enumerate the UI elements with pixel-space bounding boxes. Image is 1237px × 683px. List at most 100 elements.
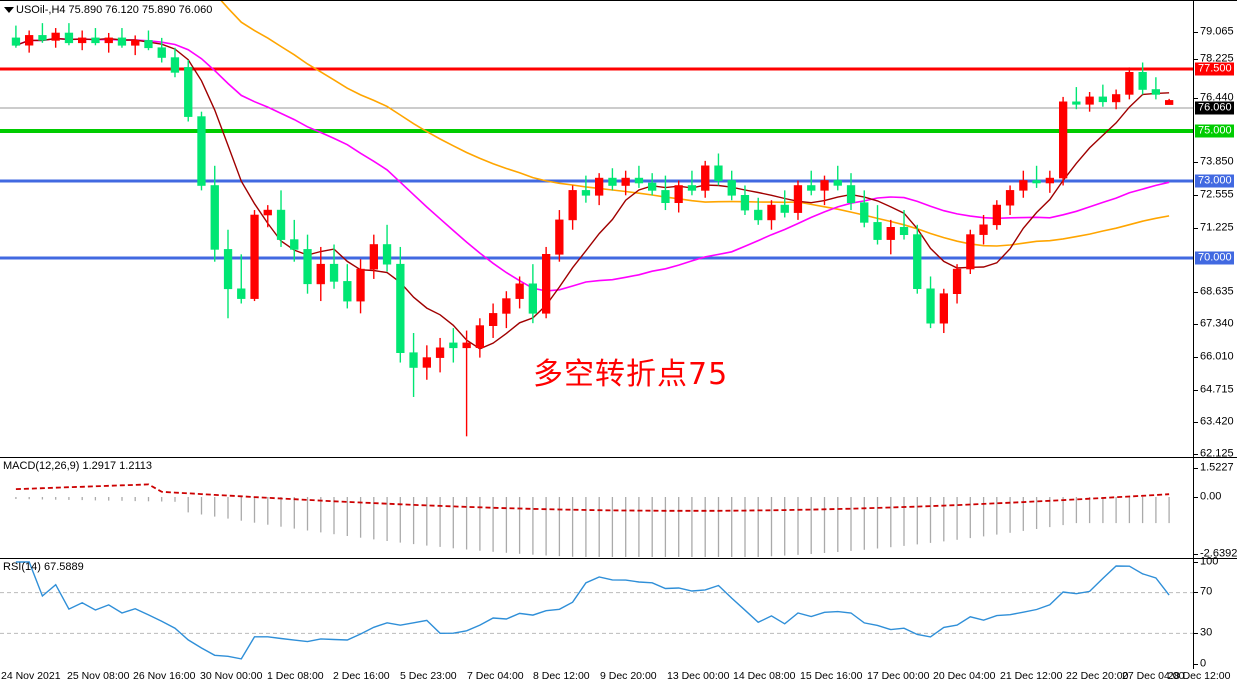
candlestick[interactable] <box>528 264 537 324</box>
candlestick[interactable] <box>502 291 511 329</box>
candlestick[interactable] <box>714 153 723 186</box>
rsi-plot-area[interactable] <box>0 559 1193 669</box>
time-axis[interactable]: 24 Nov 2021 25 Nov 08:00 26 Nov 16:00 30 No… <box>0 669 1237 683</box>
candlestick[interactable] <box>117 28 127 48</box>
candlestick[interactable] <box>250 210 259 302</box>
candlestick[interactable] <box>1059 96 1068 186</box>
candlestick[interactable] <box>541 246 551 319</box>
candlestick[interactable] <box>329 244 339 289</box>
candlestick[interactable] <box>634 165 644 188</box>
candlestick[interactable] <box>396 246 405 363</box>
candlestick[interactable] <box>1112 89 1121 110</box>
price-level-tag[interactable]: 75.000 <box>1195 124 1234 138</box>
price-level-tag[interactable]: 77.500 <box>1195 62 1234 76</box>
candlestick[interactable] <box>701 160 710 198</box>
price-level-tag[interactable]: 73.000 <box>1195 174 1234 188</box>
candlestick[interactable] <box>833 165 842 191</box>
candlestick[interactable] <box>727 170 736 201</box>
candlestick[interactable] <box>382 224 392 272</box>
candlestick[interactable] <box>952 264 962 304</box>
candlestick[interactable] <box>568 185 577 230</box>
candlestick[interactable] <box>807 170 816 196</box>
candlestick[interactable] <box>767 200 776 230</box>
candlestick[interactable] <box>1032 165 1041 188</box>
candlestick[interactable] <box>608 168 617 191</box>
candlestick[interactable] <box>740 185 750 215</box>
candlestick[interactable] <box>939 288 948 334</box>
candlestick[interactable] <box>873 205 882 245</box>
candlestick[interactable] <box>276 190 286 247</box>
candlestick[interactable] <box>1019 170 1028 198</box>
candlestick[interactable] <box>422 345 431 380</box>
candlestick[interactable] <box>1072 87 1081 110</box>
candlestick[interactable] <box>1165 98 1174 105</box>
candlestick[interactable] <box>38 23 47 43</box>
candlestick[interactable] <box>104 32 113 53</box>
candlestick[interactable] <box>515 276 524 309</box>
candlestick[interactable] <box>793 180 803 220</box>
candlestick[interactable] <box>435 337 445 373</box>
candlestick[interactable] <box>316 246 325 302</box>
candlestick[interactable] <box>356 259 365 314</box>
candlestick[interactable] <box>913 224 922 294</box>
candlestick[interactable] <box>303 234 312 294</box>
candlestick[interactable] <box>488 303 498 338</box>
candlestick[interactable] <box>886 219 895 255</box>
candlestick[interactable] <box>157 37 166 63</box>
candlestick[interactable] <box>647 173 657 196</box>
candlestick[interactable] <box>91 28 100 46</box>
price-level-tag[interactable]: 70.000 <box>1195 251 1234 265</box>
candlestick[interactable] <box>621 170 630 196</box>
price-axis[interactable]: 79.065 78.225 76.440 73.850 72.555 71.225 68.6… <box>1193 1 1237 459</box>
candlestick[interactable] <box>820 175 829 206</box>
candlestick[interactable] <box>754 197 763 225</box>
candlestick[interactable] <box>555 210 564 262</box>
candlestick[interactable] <box>475 318 484 358</box>
candlestick[interactable] <box>263 205 272 228</box>
candlestick[interactable] <box>64 23 74 46</box>
candlestick[interactable] <box>661 175 670 211</box>
candlestick[interactable] <box>992 200 1001 230</box>
candlestick[interactable] <box>343 264 352 309</box>
candlestick[interactable] <box>290 219 299 262</box>
candlestick[interactable] <box>926 276 935 329</box>
candlestick[interactable] <box>210 165 219 262</box>
macd-plot-area[interactable] <box>0 458 1193 558</box>
price-plot-area[interactable] <box>0 1 1193 457</box>
candlestick[interactable] <box>24 30 34 53</box>
candlestick[interactable] <box>51 28 60 48</box>
candlestick[interactable] <box>674 180 683 213</box>
candlestick[interactable] <box>966 229 975 274</box>
candlestick[interactable] <box>1125 67 1134 100</box>
candlestick[interactable] <box>449 328 458 363</box>
candlestick[interactable] <box>1151 77 1160 100</box>
candlestick[interactable] <box>581 175 591 203</box>
candlestick[interactable] <box>594 173 604 206</box>
candlestick[interactable] <box>11 25 21 48</box>
candlestick[interactable] <box>197 111 206 191</box>
candlestick[interactable] <box>1138 62 1147 95</box>
candlestick[interactable] <box>462 330 471 437</box>
candlestick[interactable] <box>1085 92 1094 112</box>
candlestick[interactable] <box>237 254 246 304</box>
candlestick[interactable] <box>184 60 193 122</box>
candlestick[interactable] <box>223 229 233 319</box>
candlestick[interactable] <box>687 170 697 196</box>
candlestick[interactable] <box>860 190 869 228</box>
candlestick[interactable] <box>170 47 180 78</box>
candlestick[interactable] <box>144 30 153 51</box>
candle-body <box>860 202 869 223</box>
candlestick[interactable] <box>409 333 418 397</box>
candlestick[interactable] <box>1045 170 1054 193</box>
candlestick[interactable] <box>1005 185 1015 215</box>
price-level-tag[interactable]: 76.060 <box>1195 101 1234 115</box>
candlestick[interactable] <box>979 214 988 245</box>
triangle-down-icon[interactable] <box>4 7 14 13</box>
candlestick[interactable] <box>1098 84 1107 107</box>
candlestick[interactable] <box>131 35 140 56</box>
candlestick[interactable] <box>899 210 909 240</box>
candlestick[interactable] <box>369 234 378 279</box>
candlestick[interactable] <box>780 190 789 218</box>
candlestick[interactable] <box>846 173 856 211</box>
candlestick[interactable] <box>78 30 87 51</box>
